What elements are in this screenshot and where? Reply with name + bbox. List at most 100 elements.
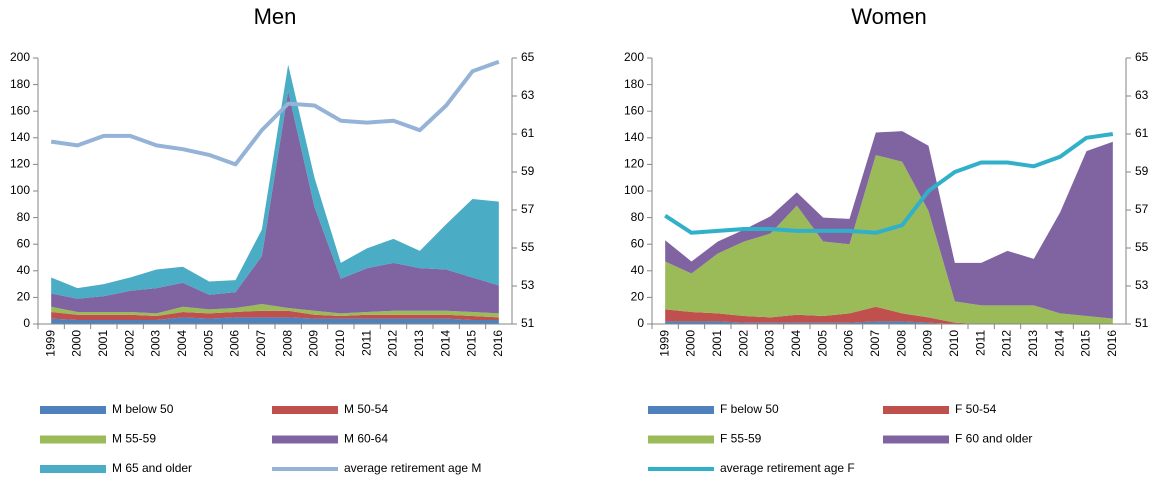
x-tick-label: 2006 xyxy=(842,330,856,357)
x-tick-label: 2011 xyxy=(973,330,987,356)
area xyxy=(665,131,1113,319)
x-tick-label: 2014 xyxy=(438,330,452,357)
y-tick-label: 40 xyxy=(17,263,31,277)
y2-tick-label: 57 xyxy=(1135,202,1149,216)
x-tick-label: 2008 xyxy=(280,330,294,357)
y-tick-label: 20 xyxy=(17,290,31,304)
x-tick-label: 2012 xyxy=(1000,330,1014,357)
legend-swatch xyxy=(272,435,338,444)
y-tick-label: 160 xyxy=(624,103,644,117)
x-tick-label: 2007 xyxy=(868,330,882,357)
x-tick-label: 2001 xyxy=(710,330,724,357)
legend-label: F 55-59 xyxy=(720,432,762,446)
y-tick-label: 100 xyxy=(624,183,644,197)
y-tick-label: 0 xyxy=(23,316,30,330)
line xyxy=(50,59,500,167)
legend-swatch xyxy=(40,406,106,414)
legend-label: M 55-59 xyxy=(112,432,156,446)
x-tick-label: 1999 xyxy=(43,330,57,357)
y2-tick-label: 51 xyxy=(1135,316,1149,330)
x-tick-label: 2003 xyxy=(149,330,163,357)
y2-tick-label: 61 xyxy=(521,126,535,140)
x-tick-label: 2005 xyxy=(815,330,829,357)
x-tick-label: 2015 xyxy=(1079,330,1093,357)
line xyxy=(664,132,1114,235)
y-tick-label: 100 xyxy=(10,183,30,197)
x-tick-label: 2013 xyxy=(412,330,426,357)
y-tick-label: 180 xyxy=(624,77,644,91)
x-tick-label: 2013 xyxy=(1026,330,1040,357)
y-tick-label: 20 xyxy=(631,290,645,304)
x-tick-label: 2010 xyxy=(947,330,961,357)
y-tick-label: 200 xyxy=(10,50,30,64)
x-tick-label: 2003 xyxy=(763,330,777,357)
chart-title: Women xyxy=(851,4,926,29)
y2-tick-label: 65 xyxy=(521,50,535,64)
x-tick-label: 2006 xyxy=(228,330,242,357)
area xyxy=(665,306,1113,324)
y2-tick-label: 63 xyxy=(521,88,535,102)
x-tick-label: 2008 xyxy=(894,330,908,357)
y2-tick-label: 51 xyxy=(521,316,535,330)
area xyxy=(51,317,499,324)
legend-label: M 60-64 xyxy=(344,432,388,446)
x-tick-label: 2016 xyxy=(491,330,505,357)
legend-label: F 50-54 xyxy=(955,402,997,416)
x-tick-label: 2007 xyxy=(254,330,268,357)
x-tick-label: 2014 xyxy=(1052,330,1066,357)
legend-swatch xyxy=(648,435,714,444)
y-tick-label: 60 xyxy=(631,236,645,250)
legend-label: M 50-54 xyxy=(344,402,388,416)
area xyxy=(51,304,499,318)
y-tick-label: 0 xyxy=(637,316,644,330)
x-tick-label: 2004 xyxy=(175,330,189,357)
y2-tick-label: 65 xyxy=(1135,50,1149,64)
legend-swatch xyxy=(272,406,338,414)
area xyxy=(51,310,499,321)
y2-tick-label: 55 xyxy=(1135,240,1149,254)
legend-label: average retirement age M xyxy=(344,461,481,475)
legend-swatch xyxy=(883,435,949,444)
y-tick-label: 180 xyxy=(10,77,30,91)
y-tick-label: 80 xyxy=(631,210,645,224)
y2-tick-label: 59 xyxy=(1135,164,1149,178)
x-tick-label: 2015 xyxy=(465,330,479,357)
y2-tick-label: 61 xyxy=(1135,126,1149,140)
x-tick-label: 1999 xyxy=(657,330,671,357)
x-tick-label: 2002 xyxy=(736,330,750,357)
y2-tick-label: 59 xyxy=(521,164,535,178)
y-tick-label: 120 xyxy=(624,157,644,171)
x-tick-label: 2012 xyxy=(386,330,400,357)
x-tick-label: 2016 xyxy=(1105,330,1119,357)
x-tick-label: 2011 xyxy=(359,330,373,356)
legend-label: F below 50 xyxy=(720,402,779,416)
x-tick-label: 2000 xyxy=(70,330,84,357)
y-tick-label: 80 xyxy=(17,210,31,224)
legend-swatch xyxy=(40,435,106,444)
y2-tick-label: 55 xyxy=(521,240,535,254)
y2-tick-label: 57 xyxy=(521,202,535,216)
legend-label: average retirement age F xyxy=(720,461,855,475)
y2-tick-label: 63 xyxy=(1135,88,1149,102)
x-tick-label: 2009 xyxy=(307,330,321,357)
x-tick-label: 2001 xyxy=(96,330,110,357)
x-tick-label: 2002 xyxy=(122,330,136,357)
y2-tick-label: 53 xyxy=(521,278,535,292)
x-tick-label: 2009 xyxy=(921,330,935,357)
area xyxy=(665,321,1113,324)
legend-swatch xyxy=(40,465,106,473)
y2-tick-label: 53 xyxy=(1135,278,1149,292)
y-tick-label: 140 xyxy=(10,130,30,144)
area xyxy=(665,155,1113,324)
y-tick-label: 40 xyxy=(631,263,645,277)
x-tick-label: 2000 xyxy=(684,330,698,357)
y-tick-label: 60 xyxy=(17,236,31,250)
x-tick-label: 2010 xyxy=(333,330,347,357)
y-tick-label: 200 xyxy=(624,50,644,64)
legend-label: M below 50 xyxy=(112,402,174,416)
y-tick-label: 160 xyxy=(10,103,30,117)
legend-swatch xyxy=(648,406,714,414)
x-tick-label: 2005 xyxy=(201,330,215,357)
y-tick-label: 120 xyxy=(10,157,30,171)
